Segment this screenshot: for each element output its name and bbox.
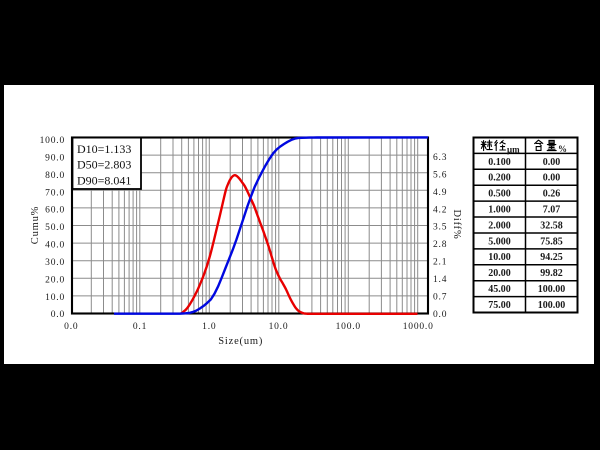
svg-text:75.85: 75.85 [540,236,563,247]
svg-text:10.0: 10.0 [269,322,289,332]
svg-text:30.0: 30.0 [45,258,65,268]
svg-text:0.0: 0.0 [433,310,447,320]
svg-text:4.9: 4.9 [433,188,447,198]
svg-text:0.1: 0.1 [133,322,147,332]
svg-text:4.2: 4.2 [433,205,447,215]
svg-text:5.6: 5.6 [433,170,447,180]
svg-text:7.07: 7.07 [543,205,561,216]
svg-text:μm: μm [507,144,520,154]
svg-text:10.0: 10.0 [45,293,65,303]
svg-text:%: % [558,144,567,154]
svg-text:1.000: 1.000 [488,205,511,216]
svg-text:100.00: 100.00 [538,284,566,295]
svg-text:100.0: 100.0 [40,136,65,146]
svg-text:94.25: 94.25 [540,252,563,263]
svg-text:0.0: 0.0 [64,322,78,332]
svg-text:50.0: 50.0 [45,223,65,233]
svg-text:1000.0: 1000.0 [403,322,434,332]
svg-text:10.00: 10.00 [488,252,511,263]
svg-text:90.0: 90.0 [45,153,65,163]
svg-text:1.0: 1.0 [202,322,216,332]
svg-text:Size(um): Size(um) [218,336,263,347]
svg-text:5.000: 5.000 [488,236,511,247]
svg-text:32.58: 32.58 [540,220,563,231]
svg-text:D90=8.041: D90=8.041 [77,174,131,188]
svg-text:75.00: 75.00 [488,300,511,311]
svg-text:0.00: 0.00 [543,157,561,168]
svg-text:100.00: 100.00 [538,300,566,311]
svg-text:D10=1.133: D10=1.133 [77,142,131,156]
svg-text:2.000: 2.000 [488,220,511,231]
svg-text:Cumu%: Cumu% [30,206,41,244]
svg-text:40.0: 40.0 [45,241,65,251]
svg-text:Diff%: Diff% [451,209,462,239]
svg-text:2.1: 2.1 [433,258,447,268]
svg-text:0.500: 0.500 [488,189,511,200]
svg-text:0.00: 0.00 [543,173,561,184]
svg-text:0.26: 0.26 [543,189,561,200]
svg-text:100.0: 100.0 [336,322,361,332]
svg-text:2.8: 2.8 [433,240,447,250]
svg-text:0.0: 0.0 [51,310,65,320]
svg-text:3.5: 3.5 [433,223,447,233]
svg-text:70.0: 70.0 [45,188,65,198]
svg-text:99.82: 99.82 [540,268,563,279]
svg-text:60.0: 60.0 [45,206,65,216]
svg-text:20.00: 20.00 [488,268,511,279]
svg-text:1.4: 1.4 [433,275,447,285]
svg-text:0.100: 0.100 [488,157,511,168]
svg-text:20.0: 20.0 [45,275,65,285]
svg-text:0.7: 0.7 [433,292,447,302]
svg-text:45.00: 45.00 [488,284,511,295]
svg-text:80.0: 80.0 [45,171,65,181]
svg-text:0.200: 0.200 [488,173,511,184]
svg-text:6.3: 6.3 [433,153,447,163]
svg-text:D50=2.803: D50=2.803 [77,158,131,172]
